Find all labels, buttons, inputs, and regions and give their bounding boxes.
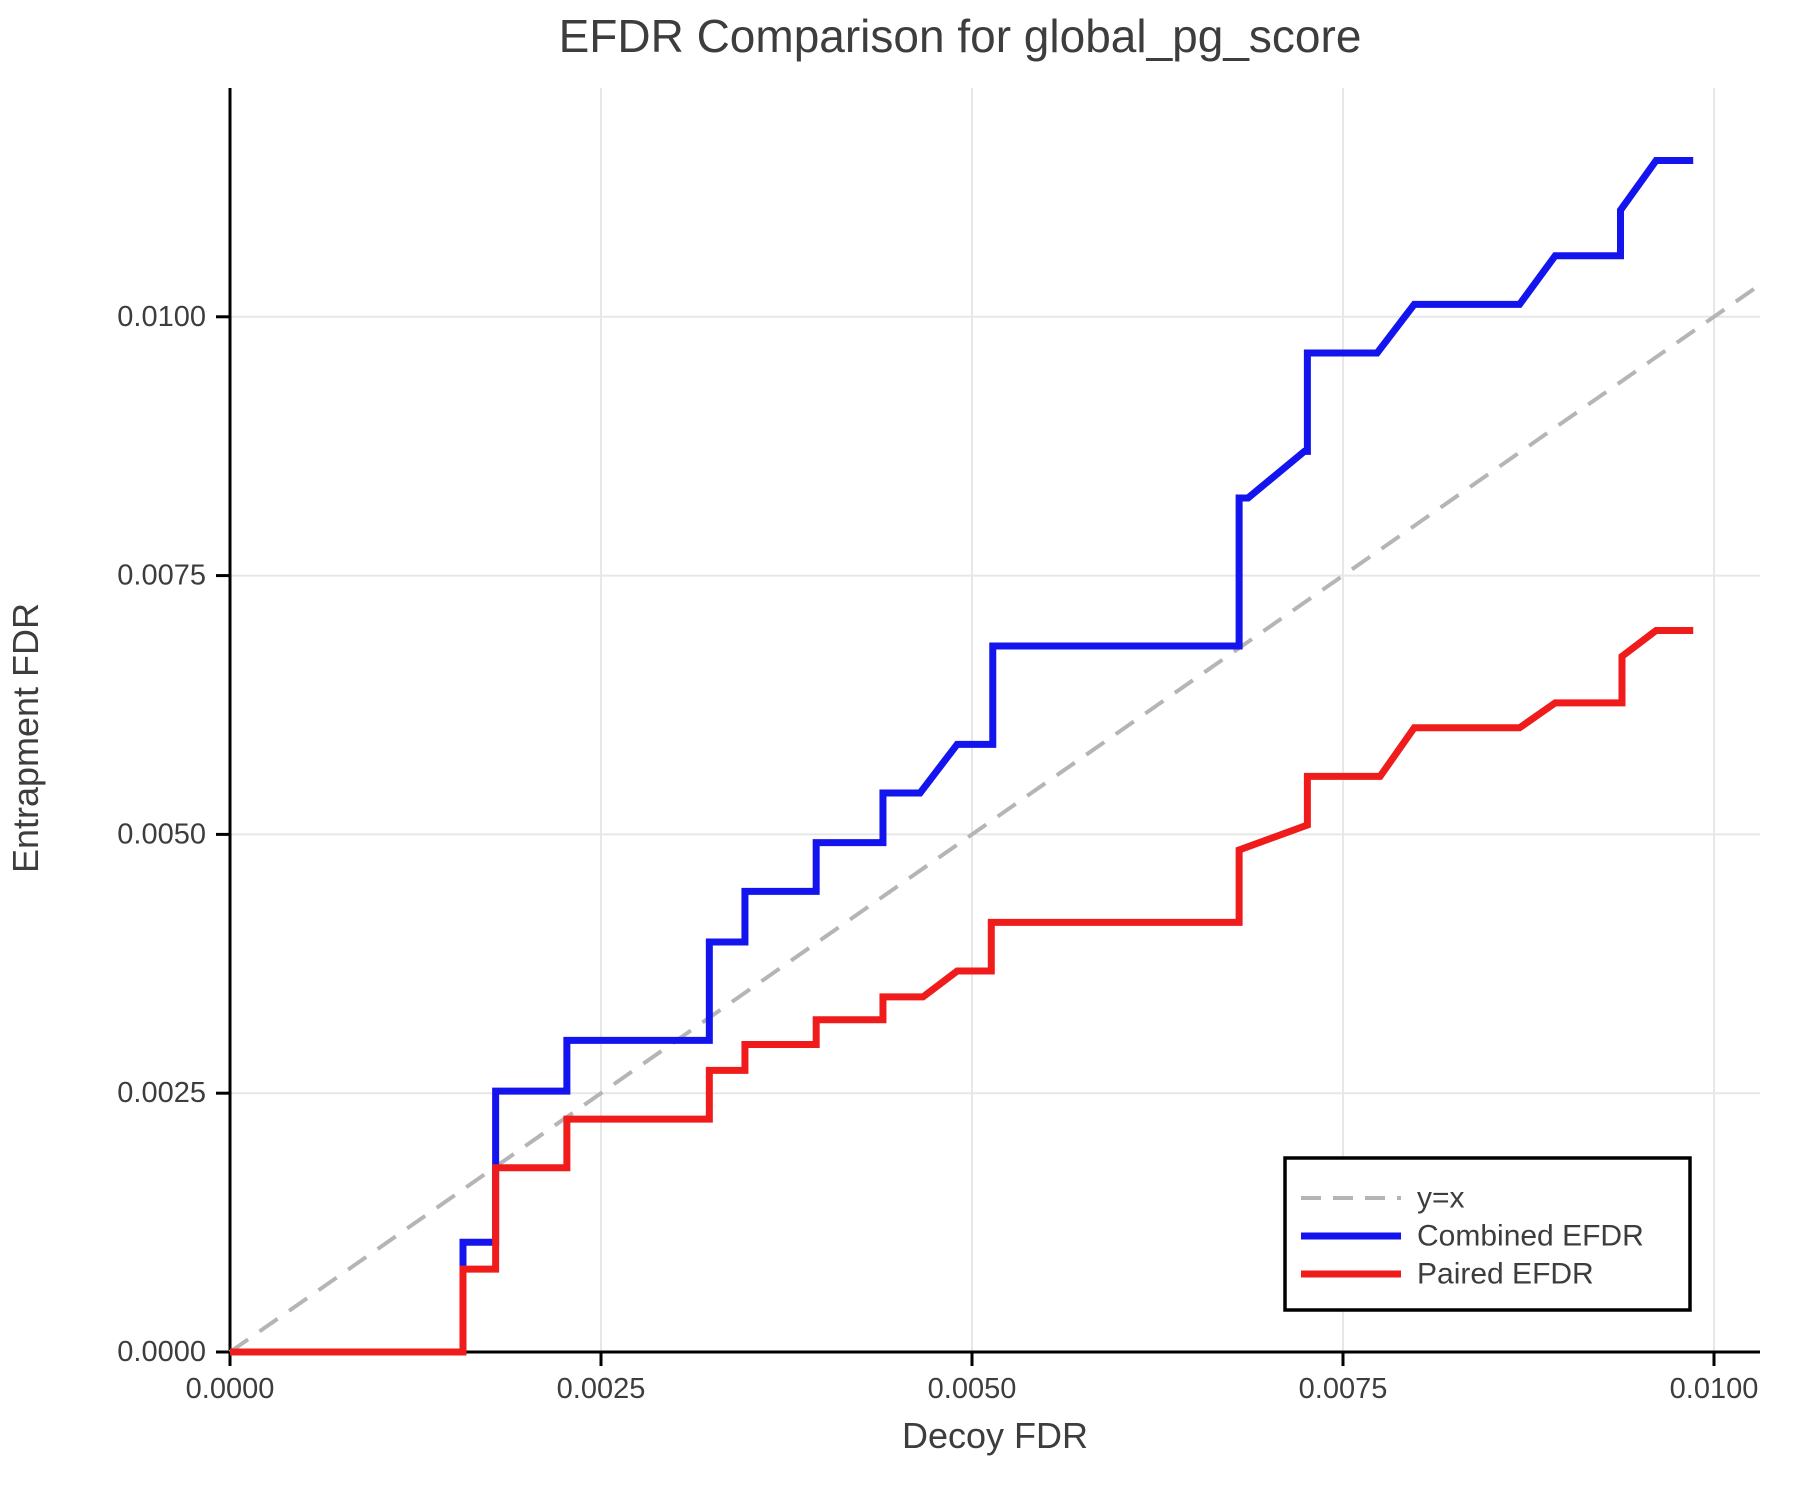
identity-line <box>228 283 1762 1354</box>
x-axis-label: Decoy FDR <box>902 1415 1088 1456</box>
legend-label-paired-efdr: Paired EFDR <box>1417 1258 1594 1291</box>
y-tick-label: 0.0050 <box>117 818 206 850</box>
y-tick-label: 0.0075 <box>117 560 206 592</box>
data-series <box>228 156 1762 1356</box>
y-axis-label: Entrapment FDR <box>5 603 46 873</box>
x-tick-label: 0.0100 <box>1670 1373 1759 1405</box>
chart-title: EFDR Comparison for global_pg_score <box>559 10 1362 62</box>
paired-efdr-line <box>230 626 1694 1356</box>
legend-label-identity: y=x <box>1417 1182 1465 1215</box>
axes-spines <box>228 88 1760 1354</box>
legend-label-combined-efdr: Combined EFDR <box>1417 1220 1644 1253</box>
legend: y=x Combined EFDR Paired EFDR <box>1283 1156 1692 1312</box>
x-tick-label: 0.0000 <box>186 1373 275 1405</box>
combined-efdr-line <box>230 156 1694 1356</box>
y-tick-label: 0.0000 <box>117 1336 206 1368</box>
y-tick-label: 0.0025 <box>117 1077 206 1109</box>
x-tick-label: 0.0050 <box>928 1373 1017 1405</box>
y-tick-label: 0.0100 <box>117 301 206 333</box>
axis-ticks: 0.0000 0.0025 0.0050 0.0075 0.0100 0.0000 0.00… <box>117 301 1758 1405</box>
x-tick-label: 0.0025 <box>557 1373 646 1405</box>
x-tick-label: 0.0075 <box>1299 1373 1388 1405</box>
